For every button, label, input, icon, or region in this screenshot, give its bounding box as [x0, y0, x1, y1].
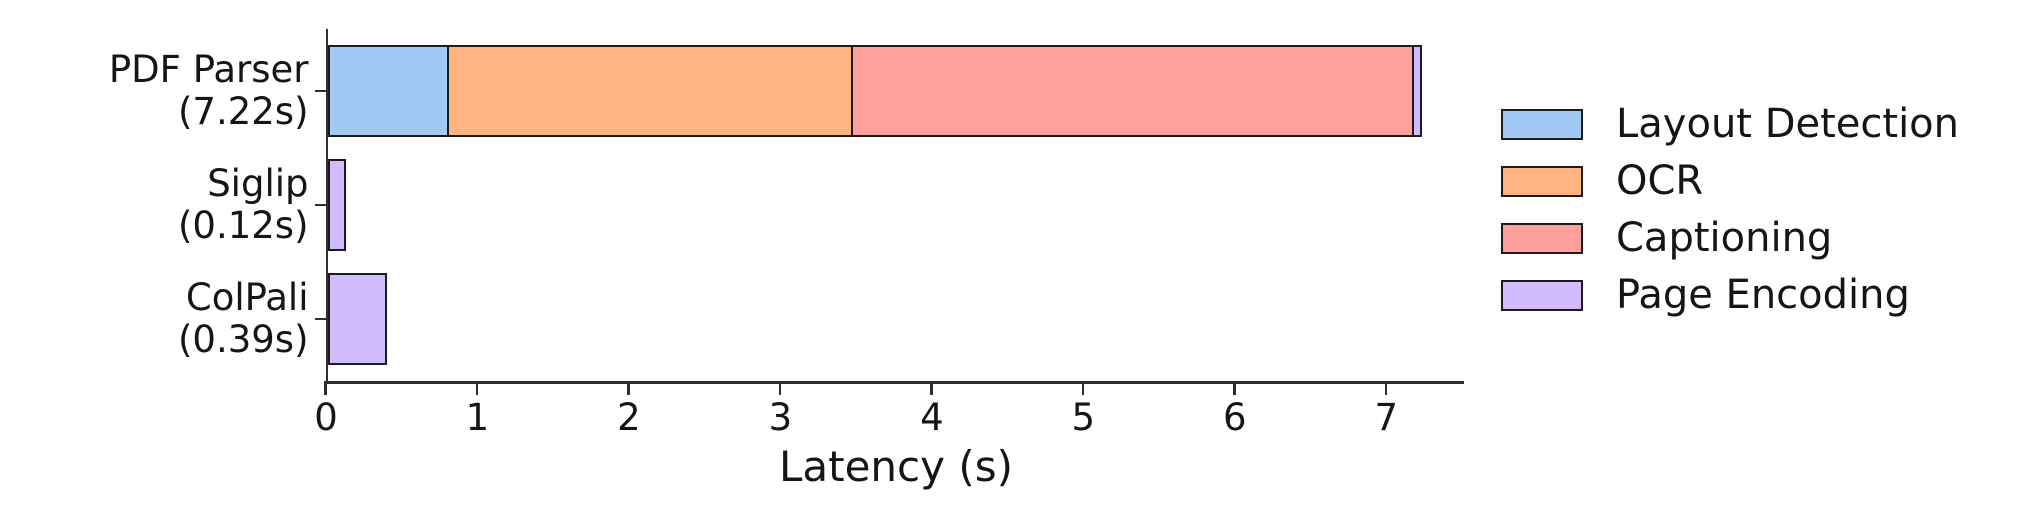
x-tick-label: 3 — [768, 396, 793, 439]
x-tick-label: 5 — [1071, 396, 1096, 439]
y-axis-category-label: Siglip (0.12s) — [0, 163, 309, 247]
x-tick — [475, 381, 479, 395]
x-tick-label: 4 — [920, 396, 944, 439]
y-axis-category-label: ColPali (0.39s) — [0, 277, 309, 361]
y-tick — [314, 89, 326, 93]
category-name: ColPali — [185, 276, 309, 319]
x-tick — [778, 381, 782, 395]
bar-segment-captioning — [851, 45, 1414, 137]
x-tick-label: 0 — [314, 396, 338, 439]
bar-segment-ocr — [446, 45, 854, 137]
y-axis-category-label: PDF Parser (7.22s) — [0, 49, 309, 133]
x-tick — [1081, 381, 1085, 395]
x-tick — [930, 381, 933, 395]
category-name: Siglip — [207, 162, 309, 205]
bar-segment-page-encoding — [328, 159, 347, 251]
x-tick-label: 2 — [617, 396, 641, 439]
category-name: PDF Parser — [108, 48, 309, 91]
x-tick-label: 7 — [1374, 396, 1399, 439]
category-total: (0.39s) — [177, 318, 309, 361]
bar-segment-page-encoding — [328, 273, 388, 365]
x-axis-title: Latency (s) — [778, 442, 1014, 491]
x-tick — [627, 381, 630, 395]
x-tick — [324, 381, 327, 395]
y-axis-spine — [325, 29, 328, 384]
y-tick — [314, 317, 326, 321]
x-tick-label: 1 — [465, 396, 490, 439]
x-tick-label: 6 — [1223, 396, 1247, 439]
category-total: (0.12s) — [177, 204, 309, 247]
x-tick — [1384, 381, 1388, 395]
x-axis-spine — [325, 381, 1464, 384]
bar-segment-layout-detection — [328, 45, 450, 137]
bar-segment-page-encoding — [1411, 45, 1423, 137]
x-tick — [1233, 381, 1236, 395]
y-tick — [314, 203, 326, 207]
category-total: (7.22s) — [177, 90, 309, 133]
